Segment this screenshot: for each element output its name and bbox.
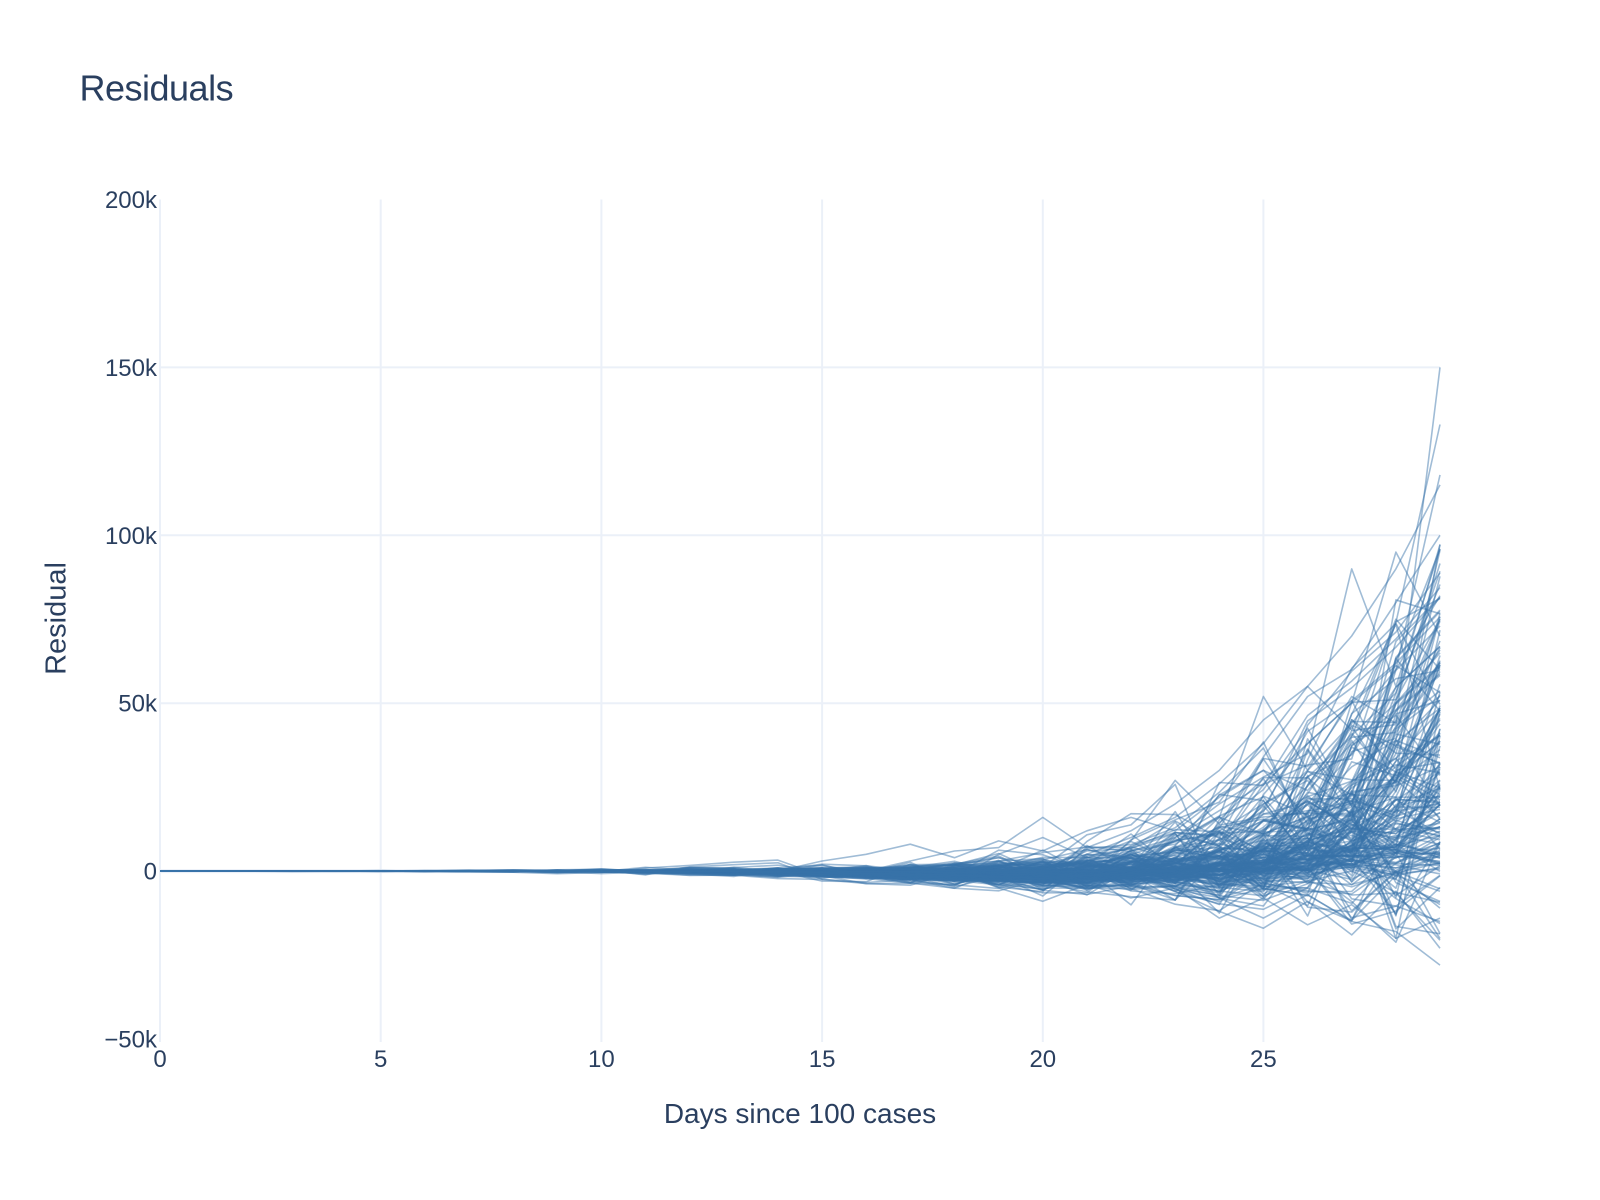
svg-text:0: 0 bbox=[153, 1046, 166, 1073]
svg-text:15: 15 bbox=[809, 1046, 836, 1073]
svg-text:200k: 200k bbox=[105, 187, 158, 214]
svg-text:25: 25 bbox=[1250, 1046, 1277, 1073]
svg-text:10: 10 bbox=[588, 1046, 615, 1073]
svg-text:50k: 50k bbox=[118, 691, 158, 718]
svg-text:Residuals: Residuals bbox=[80, 68, 234, 109]
svg-text:20: 20 bbox=[1029, 1046, 1056, 1073]
svg-text:−50k: −50k bbox=[104, 1027, 158, 1054]
svg-text:100k: 100k bbox=[105, 523, 158, 550]
svg-text:Days since 100 cases: Days since 100 cases bbox=[664, 1098, 936, 1129]
svg-text:150k: 150k bbox=[105, 355, 158, 382]
svg-text:5: 5 bbox=[374, 1046, 387, 1073]
svg-text:0: 0 bbox=[144, 859, 157, 886]
svg-text:Residual: Residual bbox=[41, 562, 73, 675]
